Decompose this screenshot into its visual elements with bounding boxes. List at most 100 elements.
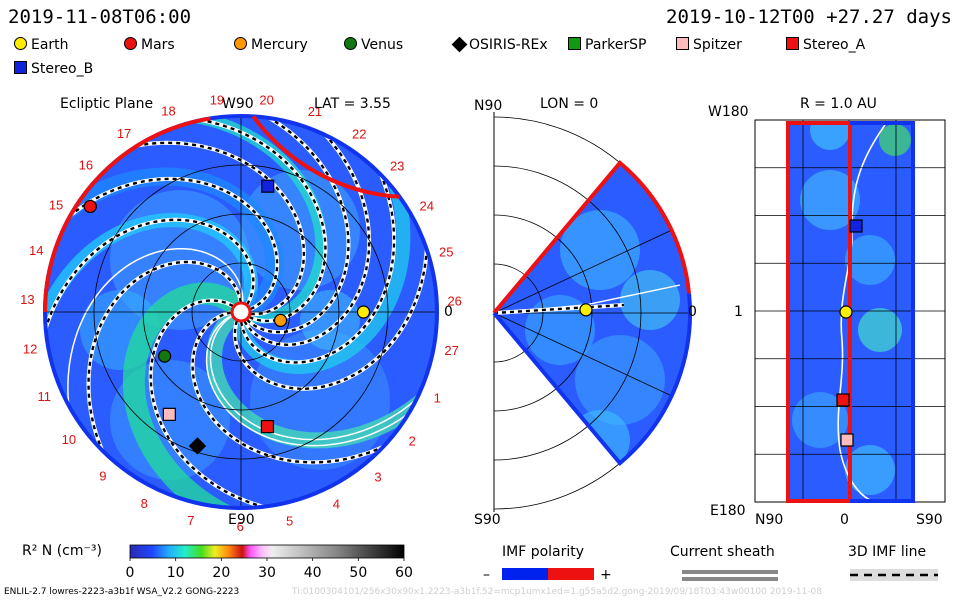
carrington-label: 21 — [308, 104, 322, 119]
meridional-top-label: N90 — [474, 98, 503, 114]
imf-polarity-label: IMF polarity — [502, 544, 585, 560]
density-blob — [300, 290, 360, 350]
meridional-title: LON = 0 — [540, 96, 599, 112]
carrington-label: 26 — [447, 293, 461, 308]
legend-item-stereo-b: Stereo_B — [14, 61, 93, 77]
imf-line — [191, 311, 437, 464]
carrington-label: 13 — [20, 292, 34, 307]
imf-line — [117, 116, 327, 323]
grid-axis — [494, 312, 672, 397]
imf-minus: – — [483, 567, 490, 583]
density-blob — [575, 335, 665, 425]
density-blob — [560, 210, 640, 290]
mars-marker — [83, 199, 97, 214]
legend-swatch-icon — [124, 37, 137, 50]
current-sheet-line — [67, 247, 244, 484]
stereo-a-marker — [260, 419, 275, 434]
legend-swatch-icon — [344, 37, 357, 50]
ecliptic-title: Ecliptic Plane — [60, 96, 154, 112]
carrington-label: 11 — [37, 389, 51, 404]
imf-line — [240, 116, 396, 364]
osiris-rex-marker — [188, 437, 207, 455]
spitzer-marker — [840, 433, 854, 447]
imf-negative-swatch — [502, 568, 548, 580]
carrington-label: 10 — [62, 432, 76, 447]
imf-line — [87, 260, 242, 508]
carrington-label: 23 — [390, 159, 404, 174]
carrington-label: 4 — [333, 497, 340, 512]
imf-line — [189, 116, 350, 334]
venus-marker — [158, 349, 172, 363]
density-blob — [525, 295, 595, 365]
legend-item-stereo-a: Stereo_A — [786, 37, 865, 53]
legend-label: ParkerSP — [585, 37, 647, 53]
mercury-marker — [273, 313, 288, 328]
sun-icon — [230, 301, 252, 323]
carrington-label: 12 — [23, 341, 37, 356]
legend-item-earth: Earth — [14, 37, 69, 53]
carrington-label: 6 — [237, 519, 244, 534]
legend-item-osiris-rex: OSIRIS-REx — [451, 36, 548, 53]
stereo-a-marker — [836, 393, 850, 407]
imf-plus: + — [600, 567, 612, 583]
imf-line — [494, 303, 625, 315]
keys — [502, 568, 938, 581]
radial-title: R = 1.0 AU — [800, 96, 877, 112]
footer-left: ENLIL-2.7 lowres-2223-a3b1f WSA_V2.2 GON… — [4, 587, 240, 597]
ecliptic-lat-label: LAT = 3.55 — [314, 96, 391, 112]
density-blob — [800, 170, 860, 230]
legend-label: Earth — [31, 37, 69, 53]
carrington-label: 3 — [374, 469, 381, 484]
legend-item-venus: Venus — [344, 37, 403, 53]
legend-label: Mars — [141, 37, 175, 53]
radial-x-label-left: N90 — [755, 512, 784, 528]
carrington-label: 1 — [434, 390, 441, 405]
meridional-outline-blue — [492, 293, 692, 466]
colorbar: 0 10 20 30 40 50 60 — [126, 544, 413, 581]
carrington-label: 20 — [259, 93, 273, 108]
ecliptic-outline-red — [43, 116, 211, 313]
legend-label: Spitzer — [693, 37, 742, 53]
meridional-right-label: 0 — [688, 304, 697, 320]
legend-item-spitzer: Spitzer — [676, 37, 742, 53]
carrington-label: 27 — [444, 343, 458, 358]
earth-marker — [839, 305, 853, 319]
legend-swatch-icon — [786, 37, 799, 50]
radial-panel — [754, 119, 946, 503]
carrington-label: 2 — [409, 433, 416, 448]
radial-outline-blue — [850, 121, 915, 503]
legend-swatch-icon — [14, 37, 27, 50]
ecliptic-top-label: W90 — [222, 96, 254, 112]
stereo-b-marker — [849, 219, 863, 233]
density-band — [233, 116, 411, 374]
ecliptic-right-label: 0 — [444, 304, 453, 320]
legend-swatch-icon — [234, 37, 247, 50]
legend-swatch-icon — [676, 37, 689, 50]
current-sheet-line — [837, 124, 886, 501]
ecliptic-outline-red — [251, 115, 400, 199]
radial-x-label-right: S90 — [916, 512, 943, 528]
carrington-label: 24 — [419, 199, 433, 214]
colorbar-tick-label: 50 — [349, 565, 367, 581]
current-sheath-swatch — [682, 577, 778, 581]
carrington-label: 8 — [141, 496, 148, 511]
earth-marker — [579, 303, 593, 317]
legend-swatch-icon — [568, 37, 581, 50]
date-left: 2019-11-08T06:00 — [8, 6, 192, 28]
date-right: 2019-10-12T00 +27.27 days — [666, 6, 952, 28]
colorbar-tick-label: 60 — [395, 565, 413, 581]
legend-label: Venus — [361, 37, 404, 53]
meridional-outline-red — [492, 160, 692, 315]
density-blob — [845, 235, 895, 285]
radial-y-label-mid: 1 — [734, 304, 743, 320]
spitzer-marker — [162, 407, 176, 421]
legend-label: Stereo_A — [803, 37, 866, 53]
imf-line — [149, 299, 348, 508]
imf-line — [59, 141, 306, 316]
density-blob — [620, 270, 680, 330]
imf-line — [45, 177, 279, 311]
meridional-bottom-label: S90 — [474, 512, 501, 528]
imf-line — [243, 116, 371, 347]
imf-line-label: 3D IMF line — [848, 544, 927, 560]
